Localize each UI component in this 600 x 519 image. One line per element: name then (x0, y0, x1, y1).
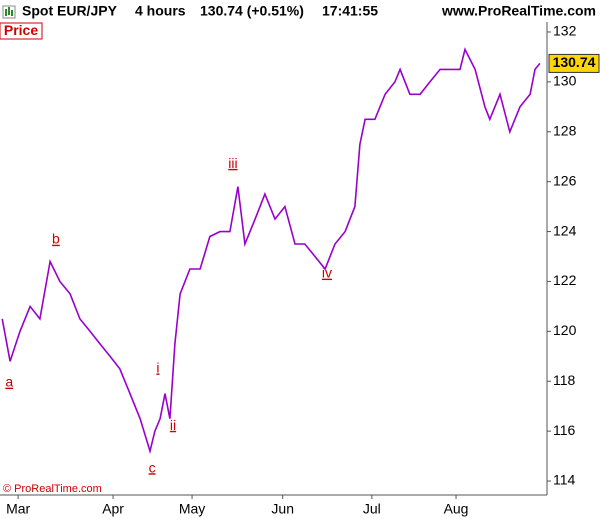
x-tick-label: Mar (6, 501, 30, 517)
wave-label: i (156, 359, 159, 375)
time: 17:41:55 (322, 3, 378, 19)
x-tick-label: Jun (271, 501, 294, 517)
wave-label: a (5, 374, 13, 390)
last-value-label: 130.74 (553, 54, 596, 70)
y-tick-label: 126 (553, 172, 577, 188)
x-tick-label: Aug (444, 501, 469, 517)
x-tick-label: Jul (363, 501, 381, 517)
wave-label: iii (228, 155, 237, 171)
y-tick-label: 122 (553, 272, 577, 288)
wave-label: b (52, 231, 60, 247)
price-line (1, 47, 541, 455)
y-tick-label: 128 (553, 122, 577, 138)
y-tick-label: 132 (553, 23, 577, 39)
timeframe: 4 hours (135, 3, 186, 19)
title: Spot EUR/JPY (22, 3, 118, 19)
site: www.ProRealTime.com (441, 3, 596, 19)
x-tick-label: May (179, 501, 205, 517)
wave-label: c (149, 459, 156, 475)
panel-label-box (0, 22, 43, 40)
wave-label: ii (170, 417, 176, 433)
y-tick-label: 130 (553, 73, 577, 89)
chart-icon-bars (5, 7, 13, 16)
y-tick-label: 120 (553, 322, 577, 338)
wave-label: iv (322, 265, 332, 281)
price-change: 130.74 (+0.51%) (200, 3, 304, 19)
x-tick-label: Apr (102, 501, 124, 517)
panel-label: Price (4, 22, 38, 38)
y-tick-label: 114 (553, 472, 576, 488)
y-tick-label: 118 (553, 372, 576, 388)
copyright: © ProRealTime.com (3, 483, 102, 495)
y-tick-label: 116 (553, 422, 576, 438)
last-value-box (548, 53, 600, 73)
y-tick-label: 124 (553, 222, 577, 238)
